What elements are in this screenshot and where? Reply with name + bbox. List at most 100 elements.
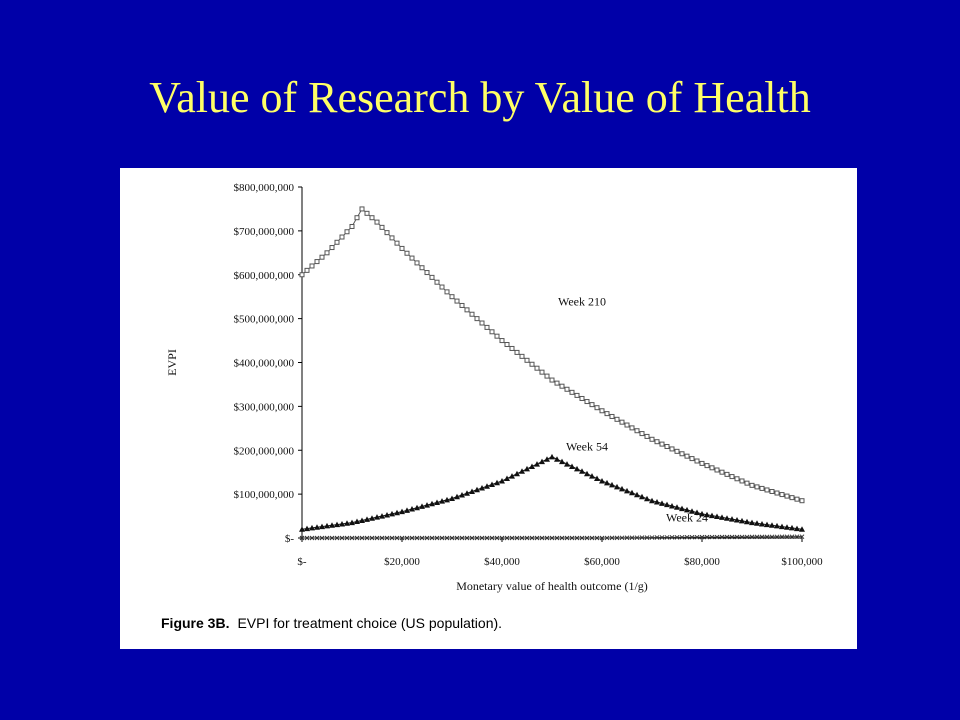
series-point xyxy=(544,373,550,379)
series-point xyxy=(584,470,590,477)
series-point xyxy=(339,535,345,541)
series-point xyxy=(359,517,365,523)
y-tick-label: $100,000,000 xyxy=(234,489,295,501)
series-point xyxy=(724,471,730,477)
series-point xyxy=(719,514,725,520)
series-point xyxy=(554,456,560,462)
series-point xyxy=(769,534,775,540)
series-point xyxy=(654,499,660,505)
series-point xyxy=(479,320,485,326)
series-point xyxy=(634,535,640,541)
series-point xyxy=(364,535,370,541)
series-point xyxy=(499,477,505,484)
series-point xyxy=(509,345,515,351)
series-point xyxy=(564,535,570,541)
series-point xyxy=(599,535,605,541)
series-point xyxy=(499,535,505,541)
series-point xyxy=(749,534,755,540)
series-point xyxy=(574,535,580,541)
series-point xyxy=(634,428,640,434)
series-point xyxy=(299,272,305,278)
series-point xyxy=(534,461,540,467)
series-point xyxy=(654,535,660,540)
series-point xyxy=(464,535,470,541)
series-point xyxy=(344,520,350,526)
series-point xyxy=(729,534,735,540)
series-point xyxy=(799,498,805,504)
series-point xyxy=(439,284,445,290)
series-point xyxy=(334,239,340,245)
series-point xyxy=(489,535,495,541)
series-point xyxy=(494,333,500,339)
series-point xyxy=(664,444,670,450)
series-point xyxy=(659,441,665,447)
series-point xyxy=(764,487,770,493)
series-point xyxy=(599,477,605,484)
series-point xyxy=(464,307,470,313)
series-point xyxy=(599,408,605,414)
series-point xyxy=(469,535,475,541)
series-point xyxy=(594,535,600,541)
series-point xyxy=(439,498,445,504)
series-point xyxy=(589,473,595,479)
series-point xyxy=(779,492,785,498)
series-point xyxy=(674,448,680,454)
series-point xyxy=(504,535,510,541)
series-point xyxy=(359,206,365,212)
series-point xyxy=(519,468,525,474)
series-point xyxy=(304,525,310,532)
series-point xyxy=(444,289,450,295)
series-point xyxy=(619,485,625,492)
series-point xyxy=(709,465,715,471)
series-point xyxy=(644,535,650,540)
x-tick-label: $40,000 xyxy=(484,556,520,568)
series-point xyxy=(394,509,400,516)
series-point xyxy=(494,479,500,486)
series-point xyxy=(319,254,325,260)
series-point xyxy=(704,463,710,469)
series-point xyxy=(379,513,385,519)
series-point xyxy=(669,502,675,509)
series-point xyxy=(409,255,415,261)
series-point xyxy=(519,535,525,541)
series-point xyxy=(524,465,530,472)
series-point xyxy=(374,219,380,225)
series-point xyxy=(504,475,510,482)
series-point xyxy=(634,491,640,498)
series-point xyxy=(454,535,460,541)
series-point xyxy=(314,259,320,265)
series-point xyxy=(714,534,720,540)
series-point xyxy=(704,534,710,540)
series-point xyxy=(349,519,355,526)
series-point xyxy=(669,446,675,452)
series-point xyxy=(299,526,305,532)
figure-caption-text: EVPI for treatment choice (US population… xyxy=(237,615,503,631)
series-point xyxy=(749,519,755,526)
series-point xyxy=(384,535,390,541)
series-point xyxy=(479,484,485,491)
series-point xyxy=(374,514,380,520)
series-point xyxy=(789,534,795,540)
series-point xyxy=(354,518,360,525)
series-point xyxy=(459,535,465,541)
series-point xyxy=(424,535,430,541)
series-point xyxy=(559,535,565,541)
y-tick-label: $- xyxy=(285,533,295,545)
series-point xyxy=(484,483,490,489)
series-point xyxy=(579,535,585,541)
series-point xyxy=(559,383,565,389)
series-point xyxy=(624,487,630,494)
series-point xyxy=(304,267,310,273)
series-point xyxy=(569,535,575,541)
series-point xyxy=(344,535,350,541)
y-tick-label: $500,000,000 xyxy=(234,314,295,326)
series-point xyxy=(529,535,535,541)
series-point xyxy=(759,485,765,491)
series-point xyxy=(449,535,455,541)
y-axis-label: EVPI xyxy=(165,349,179,376)
series-point xyxy=(734,476,740,482)
series-point xyxy=(534,365,540,371)
series-point xyxy=(529,463,535,469)
series-point xyxy=(339,520,345,527)
slide-title: Value of Research by Value of Health xyxy=(149,73,811,122)
